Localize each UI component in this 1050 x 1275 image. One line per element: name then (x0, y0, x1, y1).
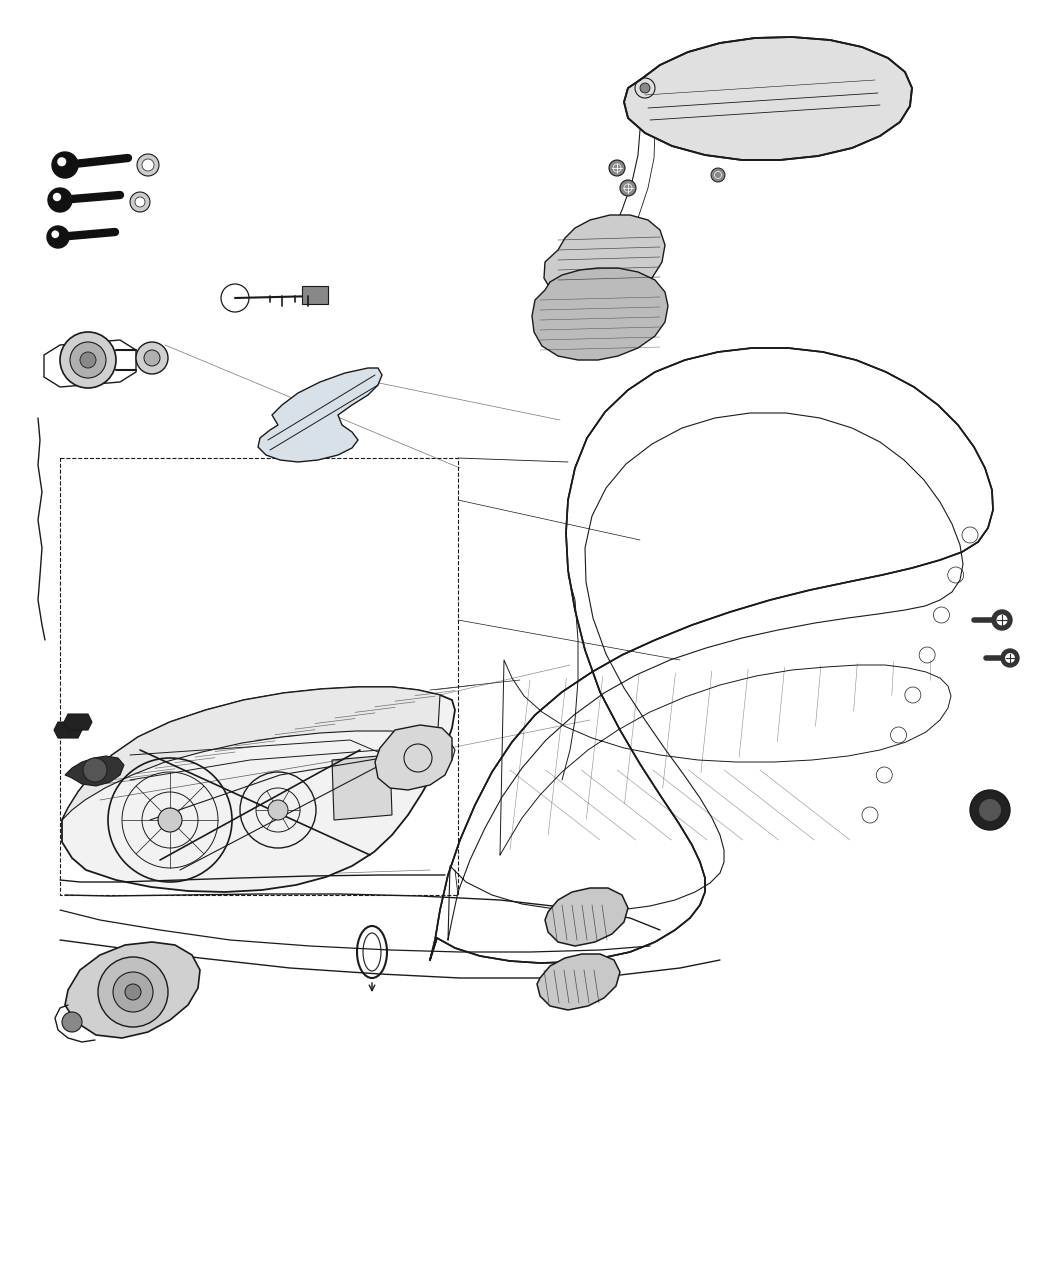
Polygon shape (54, 722, 82, 738)
Circle shape (1005, 653, 1015, 663)
Circle shape (125, 984, 141, 1000)
Circle shape (142, 159, 154, 171)
Circle shape (268, 799, 288, 820)
Circle shape (70, 342, 106, 377)
Circle shape (609, 159, 625, 176)
Circle shape (60, 332, 116, 388)
Circle shape (52, 152, 78, 179)
Polygon shape (64, 714, 92, 731)
Circle shape (144, 351, 160, 366)
Circle shape (1001, 649, 1018, 667)
FancyBboxPatch shape (302, 286, 328, 303)
Circle shape (52, 193, 61, 201)
Circle shape (992, 609, 1012, 630)
Polygon shape (532, 268, 668, 360)
Circle shape (98, 958, 168, 1026)
Circle shape (62, 1012, 82, 1031)
Circle shape (136, 154, 159, 176)
Circle shape (57, 157, 66, 166)
Polygon shape (332, 755, 392, 820)
Circle shape (113, 972, 153, 1012)
Circle shape (47, 226, 69, 249)
Circle shape (711, 168, 724, 182)
Circle shape (80, 352, 96, 368)
Polygon shape (537, 954, 619, 1010)
Polygon shape (624, 37, 912, 159)
Polygon shape (544, 215, 665, 302)
Polygon shape (62, 687, 455, 892)
Circle shape (996, 615, 1008, 626)
Polygon shape (375, 725, 452, 790)
Circle shape (135, 198, 145, 207)
Polygon shape (430, 348, 993, 963)
Polygon shape (65, 756, 124, 785)
Circle shape (48, 187, 72, 212)
Circle shape (970, 790, 1010, 830)
Circle shape (83, 759, 107, 782)
Polygon shape (258, 368, 382, 462)
Circle shape (51, 231, 59, 238)
Circle shape (130, 193, 150, 212)
Circle shape (620, 180, 636, 196)
Polygon shape (65, 942, 200, 1038)
Polygon shape (545, 887, 628, 946)
Circle shape (158, 808, 182, 833)
Circle shape (136, 342, 168, 374)
Polygon shape (62, 687, 455, 820)
Circle shape (979, 799, 1001, 821)
Circle shape (640, 83, 650, 93)
